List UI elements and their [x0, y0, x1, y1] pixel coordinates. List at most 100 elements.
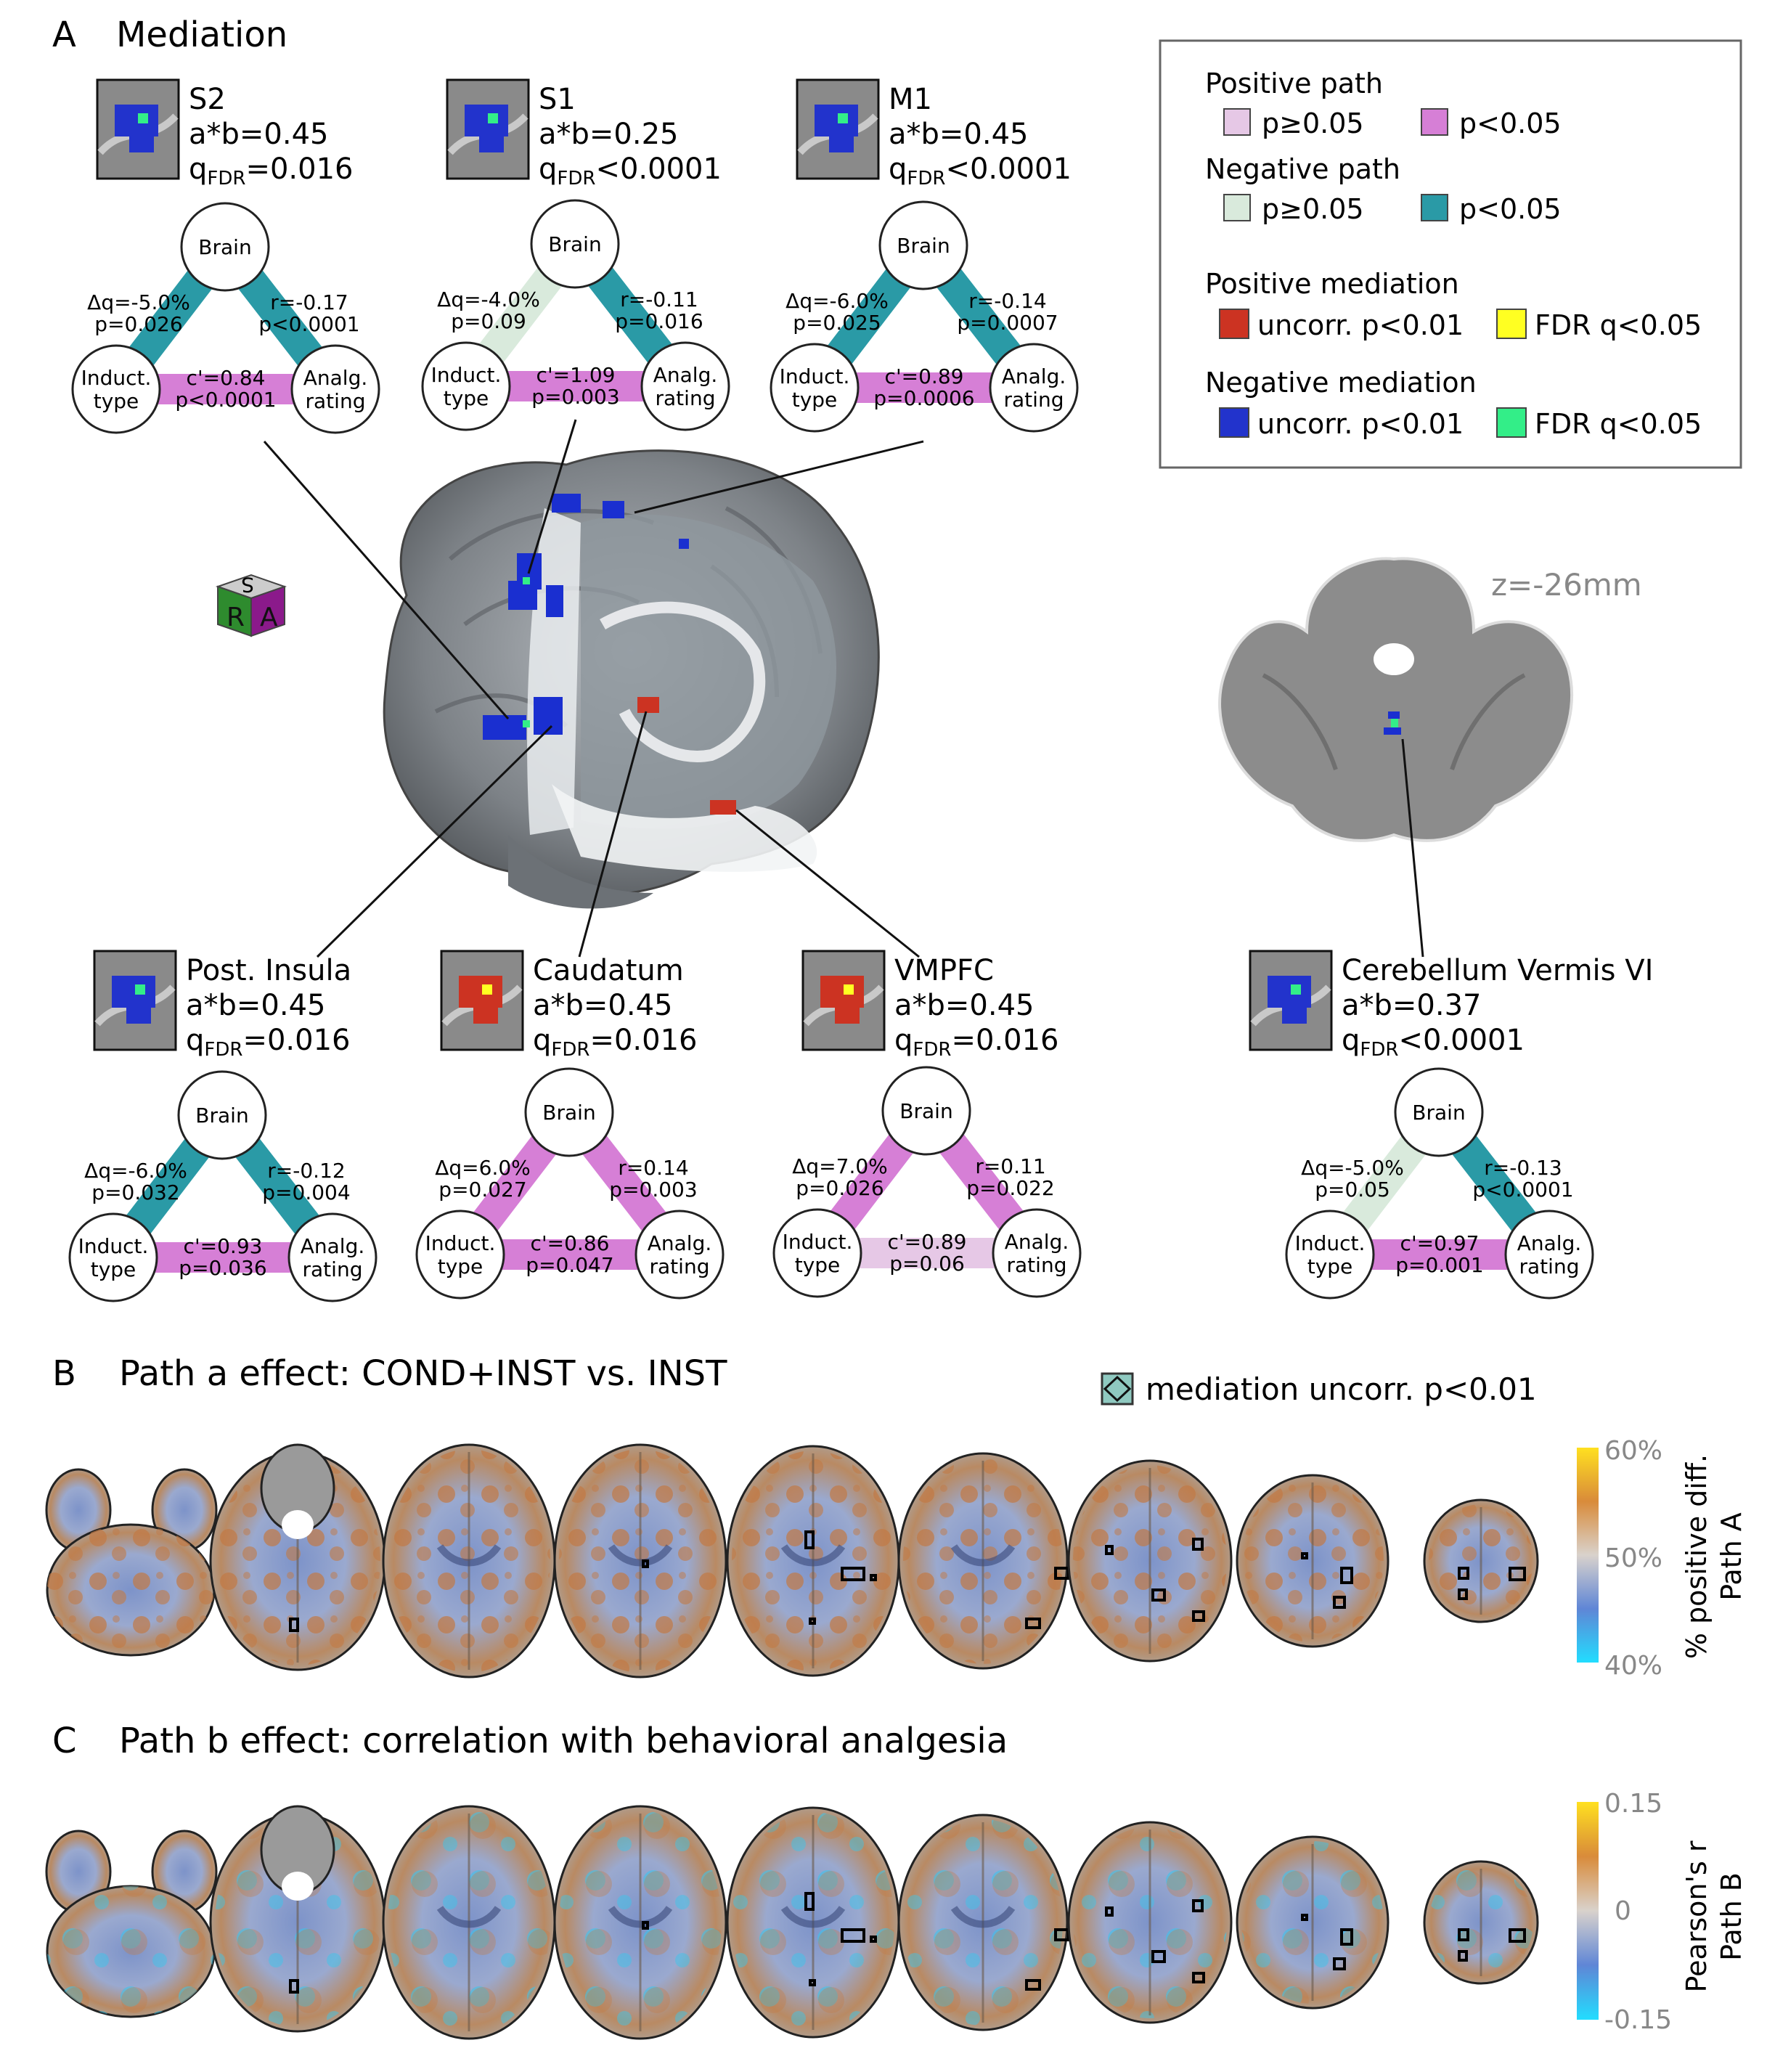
- analg-node-label-1: Analg.: [303, 366, 368, 390]
- q-value: 0.016: [270, 152, 354, 186]
- q-sub: FDR: [557, 168, 595, 189]
- path-a-p: p=0.09: [451, 309, 526, 333]
- analg-node-label-2: rating: [1004, 388, 1064, 412]
- mediation-outline: [642, 1559, 649, 1568]
- brain-node: Brain: [1394, 1067, 1484, 1157]
- legend-pos-med-fdr-label: FDR q<0.05: [1535, 309, 1702, 341]
- legend-neg-med-uncorr-label: uncorr. p<0.01: [1257, 408, 1464, 440]
- region-q-fdr: qFDR=0.016: [894, 1024, 1058, 1061]
- q-op: <: [1398, 1024, 1423, 1057]
- brain-node: Brain: [180, 202, 270, 292]
- colorbar-b-label-1: % positive diff.: [1681, 1454, 1713, 1659]
- analg-node-label-2: rating: [303, 1257, 363, 1281]
- q-prefix: q: [894, 1024, 913, 1057]
- cube-label-s: S: [241, 573, 254, 597]
- mediation-outline: [1151, 1588, 1166, 1602]
- brain-node-label: Brain: [195, 1104, 248, 1127]
- q-value: 0.016: [614, 1024, 698, 1057]
- q-value: 0.016: [976, 1024, 1059, 1057]
- mediation-outline: [1333, 1596, 1346, 1609]
- legend-pos-sig-swatch: [1421, 108, 1448, 136]
- region-ab: a*b=0.37: [1342, 989, 1481, 1022]
- path-a-dq: Δq=6.0%: [435, 1156, 531, 1180]
- brain-node-label: Brain: [548, 232, 601, 256]
- induct-node-label-1: Induct.: [78, 1234, 149, 1258]
- legend-positive-mediation-title: Positive mediation: [1205, 268, 1459, 300]
- q-value: 0.016: [267, 1024, 351, 1057]
- legend-positive-path-title: Positive path: [1205, 68, 1383, 99]
- legend-neg-med-fdr-swatch: [1496, 407, 1527, 438]
- induct-node-label-2: type: [91, 1257, 136, 1281]
- mediation-outline: [1458, 1588, 1468, 1600]
- path-b-p: p=0.022: [966, 1176, 1054, 1200]
- mediation-outline: [804, 1892, 815, 1911]
- mediation-outline: [1025, 1979, 1041, 1991]
- brain-node-label: Brain: [1412, 1101, 1465, 1125]
- region-ab: a*b=0.45: [894, 989, 1034, 1022]
- brain-node-label: Brain: [899, 1099, 952, 1123]
- induct-node-label-1: Induct.: [780, 364, 850, 388]
- mediation-outline: [1458, 1567, 1469, 1580]
- axial-slice: [1236, 1474, 1389, 1648]
- axial-slice: [1423, 1860, 1539, 1985]
- brain-blobs-positive: [637, 697, 736, 815]
- colorbar-c-tick-mid: 0: [1615, 1896, 1631, 1926]
- legend-pos-sig-label: p<0.05: [1459, 107, 1562, 139]
- axial-slice: [45, 1830, 218, 2018]
- path-c-c: c'=0.93: [184, 1234, 263, 1258]
- mediation-outline: [870, 1574, 877, 1581]
- path-b-slices: [45, 1805, 1539, 2040]
- legend-pos-med-uncorr-swatch: [1219, 309, 1249, 339]
- axial-slice: [209, 1805, 386, 2033]
- region-q-fdr: qFDR=0.016: [533, 1024, 697, 1061]
- q-prefix: q: [533, 1024, 551, 1057]
- mediation-outline: [1340, 1567, 1353, 1584]
- panel-c-title: Path b effect: correlation with behavior…: [119, 1721, 1008, 1761]
- q-prefix: q: [539, 152, 557, 186]
- path-b-p: p=0.003: [609, 1178, 697, 1202]
- legend-pos-med-uncorr-label: uncorr. p<0.01: [1257, 309, 1464, 341]
- induct-node-label-2: type: [792, 388, 838, 412]
- panel-c-letter: C: [52, 1721, 77, 1761]
- analg-node-label-1: Analg.: [653, 363, 718, 387]
- mediation-regions: S2a*b=0.45qFDR=0.016Δq=-5.0%p=0.026r=-0.…: [68, 78, 1653, 1302]
- brain-node: Brain: [530, 199, 620, 289]
- region-q-fdr: qFDR<0.0001: [1342, 1024, 1525, 1061]
- path-c-c: c'=0.89: [885, 364, 964, 388]
- panel-b-letter: B: [52, 1353, 76, 1394]
- q-prefix: q: [186, 1024, 204, 1057]
- analg-node-label-1: Analg.: [648, 1231, 712, 1255]
- path-b-r: r=-0.11: [620, 287, 698, 311]
- mediation-outline: [1333, 1957, 1346, 1970]
- legend-neg-sig-swatch: [1421, 194, 1448, 221]
- induct-node-label-2: type: [444, 386, 489, 410]
- legend-pos-ns-swatch: [1223, 108, 1251, 136]
- mediation-outline: [870, 1936, 877, 1943]
- path-b-r: r=0.14: [618, 1156, 688, 1180]
- analg-node-label-2: rating: [1519, 1255, 1580, 1278]
- mediation-key-label: mediation uncorr. p<0.01: [1146, 1371, 1537, 1407]
- mediation-outline: [1192, 1899, 1204, 1912]
- mediation-outline: [809, 1979, 816, 1986]
- analg-node: Analg.rating: [290, 344, 380, 434]
- legend-neg-sig-label: p<0.05: [1459, 193, 1562, 225]
- region-name: S1: [539, 83, 576, 116]
- mediation-outline: [1151, 1950, 1166, 1963]
- region-ab: a*b=0.25: [539, 118, 678, 151]
- path-b-r: r=-0.12: [267, 1159, 345, 1183]
- panel-b-title: Path a effect: COND+INST vs. INST: [119, 1353, 727, 1394]
- path-a-dq: Δq=-6.0%: [785, 289, 889, 313]
- analg-node: Analg.rating: [1504, 1210, 1594, 1300]
- q-sub: FDR: [913, 1039, 951, 1061]
- q-value: 0.0001: [970, 152, 1072, 186]
- path-b-p: p<0.0001: [258, 312, 359, 336]
- region-q-fdr: qFDR<0.0001: [889, 152, 1072, 189]
- axial-slice: [382, 1805, 556, 2040]
- induct-node-label-2: type: [795, 1253, 841, 1277]
- path-b-r: r=0.11: [975, 1154, 1045, 1178]
- brain-node: Brain: [177, 1070, 267, 1160]
